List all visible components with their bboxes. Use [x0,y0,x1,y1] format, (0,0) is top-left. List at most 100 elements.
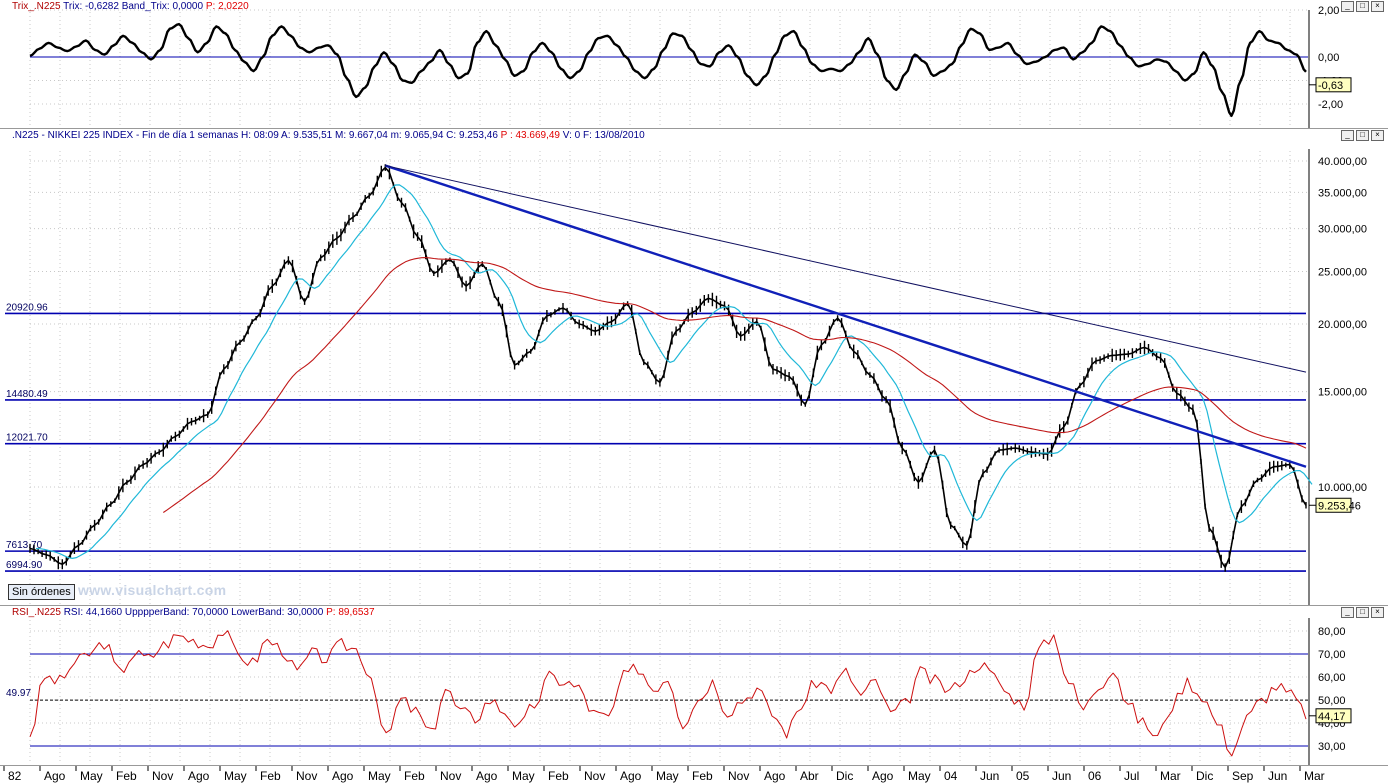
watermark: www.visualchart.com [78,582,227,598]
trix-legend: Trix_.N225 Trix: -0,6282 Band_Trix: 0,00… [12,1,249,12]
legend-item: P : 43.669,49 [500,130,560,141]
x-tick-label: 82 [8,769,22,783]
x-tick-label: Dic [836,769,853,783]
trix-series-line [29,22,1307,118]
x-tick-label: Jul [1124,769,1139,783]
legend-item: LowerBand: 30,0000 [231,607,324,618]
trix-window-buttons: _ □ × [1341,1,1384,12]
legend-item: H: 08:09 [241,130,279,141]
rsi-panel[interactable]: RSI_.N225 RSI: 44,1660 UpppperBand: 70,0… [0,605,1388,766]
x-tick-label: Nov [728,769,749,783]
x-tick-label: Mar [1160,769,1181,783]
y-tick-label: 30,00 [1318,741,1346,753]
orders-button[interactable]: Sin órdenes [8,584,75,600]
x-tick-label: May [368,769,391,783]
legend-item: RSI: 44,1660 [63,607,123,618]
x-tick-label: Ago [44,769,66,783]
x-tick-label: 06 [1088,769,1102,783]
x-tick-label: Jun [1052,769,1071,783]
x-tick-label: May [512,769,535,783]
price-series-line [29,166,1307,569]
moving-average-fast [35,184,1313,559]
legend-item: C: 9.253,46 [446,130,498,141]
x-tick-label: Feb [116,769,137,783]
legend-item: RSI_.N225 [12,607,61,618]
y-tick-label: 20.000,00 [1318,319,1367,331]
price-plot: 40.000,00 35.000,00 30.000,00 25.000,00 20.0… [5,149,1367,606]
y-tick-label: 40.000,00 [1318,156,1367,168]
rsi-series-line [29,630,1307,757]
maximize-button[interactable]: □ [1356,130,1369,141]
x-tick-label: May [224,769,247,783]
x-tick-label: Dic [1196,769,1213,783]
legend-item: P: 2,0220 [205,1,249,12]
maximize-button[interactable]: □ [1356,1,1369,12]
price-window-buttons: _ □ × [1341,130,1384,141]
legend-item: Trix_.N225 [12,1,61,12]
legend-item: .N225 - NIKKEI 225 INDEX - Fin de día 1 … [12,130,239,141]
x-tick-label: Nov [152,769,173,783]
x-tick-label: Ago [332,769,354,783]
y-tick-label: -2,00 [1318,99,1343,111]
minimize-button[interactable]: _ [1341,607,1354,618]
trix-last-value: -0,63 [1318,80,1343,92]
trix-panel[interactable]: Trix_.N225 Trix: -0,6282 Band_Trix: 0,00… [0,0,1388,128]
x-tick-label: Feb [548,769,569,783]
x-tick-label: Ago [872,769,894,783]
x-tick-label: Jun [1268,769,1287,783]
x-tick-label: 04 [944,769,958,783]
legend-item: Band_Trix: 0,0000 [121,1,204,12]
y-tick-label: 15.000,00 [1318,387,1367,399]
x-tick-label: Feb [404,769,425,783]
legend-item: M: 9.667,04 [334,130,388,141]
close-button[interactable]: × [1371,607,1384,618]
y-tick-label: 2,00 [1318,5,1339,17]
level-label: 14480.49 [6,389,48,400]
y-tick-label: 25.000,00 [1318,267,1367,279]
y-tick-label: 50,00 [1318,695,1346,707]
level-label: 6994.90 [6,560,43,571]
x-tick-label: Sep [1232,769,1254,783]
close-button[interactable]: × [1371,1,1384,12]
x-tick-label: Mar [1304,769,1325,783]
x-tick-label: Nov [296,769,317,783]
x-tick-label: Ago [764,769,786,783]
legend-item: V: 0 [562,130,581,141]
x-tick-label: Ago [188,769,210,783]
minimize-button[interactable]: _ [1341,130,1354,141]
y-tick-label: 80,00 [1318,626,1346,638]
legend-item: m: 9.065,94 [390,130,444,141]
x-tick-label: Ago [476,769,498,783]
long-trend-line [385,165,1307,373]
time-axis-plot: 82 Ago May Feb Nov Ago May Feb Nov Ago May Feb Nov Ag… [3,766,1325,783]
rsi-last-value: 44,17 [1318,711,1346,723]
minimize-button[interactable]: _ [1341,1,1354,12]
rsi-legend: RSI_.N225 RSI: 44,1660 UpppperBand: 70,0… [12,607,375,618]
level-label: 20920.96 [6,302,48,313]
level-label: 7613.70 [6,540,43,551]
y-tick-label: 70,00 [1318,649,1346,661]
price-panel[interactable]: .N225 - NIKKEI 225 INDEX - Fin de día 1 … [0,128,1388,606]
legend-item: Trix: -0,6282 [63,1,119,12]
maximize-button[interactable]: □ [1356,607,1369,618]
rsi-level-label: 49.97 [6,688,31,699]
y-tick-label: 35.000,00 [1318,187,1367,199]
x-tick-label: Feb [260,769,281,783]
x-tick-label: Abr [800,769,819,783]
y-tick-label: 60,00 [1318,672,1346,684]
price-last-value: 9.253,46 [1318,500,1361,512]
x-tick-label: May [80,769,103,783]
x-tick-label: May [908,769,931,783]
y-tick-label: 30.000,00 [1318,224,1367,236]
downtrend-line [384,164,1307,468]
x-tick-label: Jun [980,769,999,783]
legend-item: P: 89,6537 [326,607,375,618]
x-tick-label: Ago [620,769,642,783]
y-tick-label: 0,00 [1318,52,1339,64]
moving-average-slow [162,257,1307,513]
close-button[interactable]: × [1371,130,1384,141]
x-tick-label: Nov [440,769,461,783]
legend-item: F: 13/08/2010 [582,130,645,141]
